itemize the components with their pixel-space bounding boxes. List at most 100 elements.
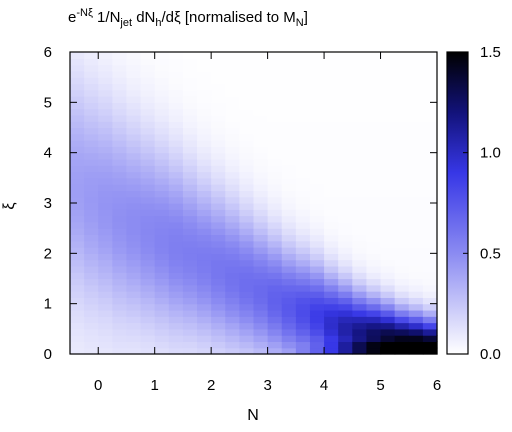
- heatmap-cell: [197, 203, 212, 210]
- heatmap-cell: [225, 89, 240, 97]
- colorbar-tick-label: 1.5: [480, 44, 501, 61]
- heatmap-cell: [182, 215, 198, 223]
- heatmap-cell: [366, 297, 382, 305]
- heatmap-cell: [309, 291, 325, 298]
- heatmap-cell: [253, 203, 269, 210]
- heatmap-cell: [281, 303, 297, 311]
- heatmap-cell: [352, 316, 368, 324]
- heatmap-cell: [154, 108, 170, 116]
- heatmap-cell: [267, 284, 283, 292]
- heatmap-cell: [394, 158, 410, 166]
- heatmap-cell: [98, 190, 113, 198]
- heatmap-cell: [295, 228, 311, 236]
- heatmap-cell: [197, 102, 212, 110]
- heatmap-cell: [253, 77, 269, 85]
- heatmap-cell: [70, 215, 85, 223]
- heatmap-cell: [309, 96, 325, 103]
- heatmap-cell: [225, 341, 240, 349]
- heatmap-cell: [225, 203, 240, 210]
- heatmap-cell: [112, 247, 128, 254]
- heatmap-cell: [154, 303, 170, 311]
- heatmap-cell: [408, 297, 424, 305]
- heatmap-cell: [84, 291, 99, 298]
- heatmap-cell: [253, 127, 269, 135]
- heatmap-cell: [309, 158, 325, 166]
- heatmap-cell: [140, 121, 156, 129]
- heatmap-cell: [70, 146, 85, 154]
- heatmap-cell: [112, 347, 128, 355]
- heatmap-cell: [126, 272, 142, 280]
- heatmap-cell: [422, 240, 438, 248]
- heatmap-cell: [338, 190, 353, 198]
- heatmap-cell: [267, 102, 283, 110]
- heatmap-cell: [324, 215, 339, 223]
- heatmap-cell: [168, 228, 184, 236]
- heatmap-cell: [380, 165, 396, 173]
- heatmap-cell: [309, 322, 325, 330]
- heatmap-cell: [422, 265, 438, 273]
- heatmap-cell: [408, 278, 424, 286]
- heatmap-cell: [84, 127, 99, 135]
- heatmap-cell: [98, 341, 113, 349]
- heatmap-cell: [239, 234, 255, 242]
- heatmap-cell: [140, 133, 156, 141]
- heatmap-cell: [197, 253, 212, 261]
- heatmap-cell: [211, 158, 226, 166]
- heatmap-cell: [366, 309, 382, 317]
- heatmap-cell: [380, 114, 396, 122]
- heatmap-cell: [126, 165, 142, 173]
- heatmap-cell: [422, 316, 438, 324]
- heatmap-cell: [140, 259, 156, 267]
- heatmap-cell: [352, 203, 368, 210]
- heatmap-cell: [211, 165, 226, 173]
- colorbar-tick-label: 0.0: [480, 346, 501, 363]
- heatmap-cell: [394, 83, 410, 91]
- heatmap-cell: [197, 58, 212, 66]
- heatmap-cell: [295, 259, 311, 267]
- heatmap-cell: [197, 215, 212, 223]
- heatmap-cell: [182, 322, 198, 330]
- heatmap-cell: [154, 347, 170, 355]
- heatmap-cell: [422, 58, 438, 66]
- heatmap-cell: [211, 309, 226, 317]
- heatmap-cell: [70, 52, 85, 59]
- heatmap-cell: [182, 228, 198, 236]
- heatmap-cell: [408, 127, 424, 135]
- heatmap-cell: [239, 335, 255, 343]
- heatmap-cell: [239, 77, 255, 85]
- heatmap-cell: [140, 52, 156, 59]
- heatmap-cell: [422, 121, 438, 129]
- heatmap-cell: [295, 152, 311, 160]
- heatmap-cell: [394, 77, 410, 85]
- heatmap-cell: [309, 89, 325, 97]
- heatmap-cell: [253, 347, 269, 355]
- heatmap-cell: [112, 52, 128, 59]
- heatmap-cell: [112, 328, 128, 336]
- heatmap-cell: [352, 303, 368, 311]
- heatmap-cell: [281, 265, 297, 273]
- heatmap-cell: [366, 341, 382, 349]
- heatmap-cell: [422, 335, 438, 343]
- heatmap-cell: [154, 83, 170, 91]
- heatmap-cell: [154, 114, 170, 122]
- heatmap-cell: [295, 234, 311, 242]
- heatmap-cell: [168, 265, 184, 273]
- heatmap-cell: [140, 108, 156, 116]
- heatmap-cell: [281, 152, 297, 160]
- heatmap-cell: [394, 133, 410, 141]
- heatmap-cell: [408, 347, 424, 355]
- heatmap-cell: [253, 209, 269, 217]
- heatmap-cell: [182, 64, 198, 72]
- heatmap-cell: [211, 247, 226, 254]
- heatmap-cell: [197, 265, 212, 273]
- heatmap-cell: [98, 114, 113, 122]
- heatmap-cell: [422, 284, 438, 292]
- heatmap-cell: [154, 70, 170, 78]
- heatmap-cell: [338, 89, 353, 97]
- heatmap-cell: [352, 309, 368, 317]
- heatmap-cell: [309, 303, 325, 311]
- heatmap-cell: [366, 196, 382, 204]
- heatmap-cell: [281, 146, 297, 154]
- heatmap-cell: [211, 215, 226, 223]
- heatmap-cell: [309, 184, 325, 192]
